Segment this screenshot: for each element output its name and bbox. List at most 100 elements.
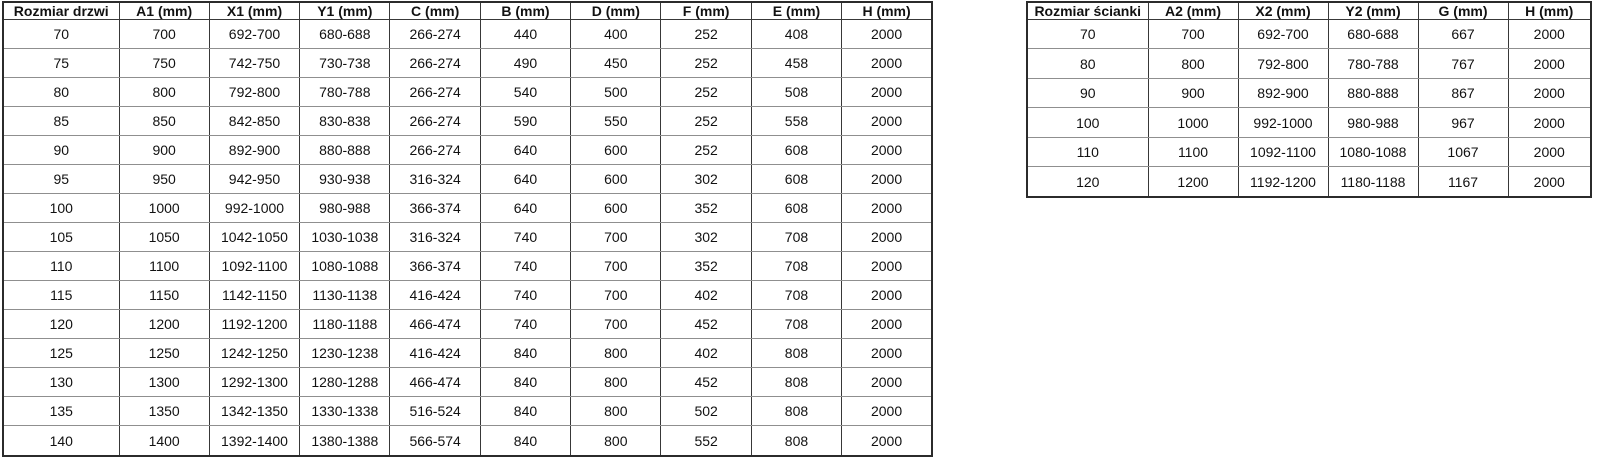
table-cell: 558 (750, 106, 843, 137)
table-cell: 1342-1350 (208, 396, 301, 427)
table-cell: 1192-1200 (1237, 166, 1329, 198)
table-cell: 1392-1400 (208, 425, 301, 457)
column-header: X2 (mm) (1237, 1, 1329, 20)
table-cell: 366-374 (389, 193, 481, 224)
table-cell: 1167 (1417, 166, 1509, 198)
table-cell: 2000 (841, 18, 933, 50)
table-cell: 266-274 (389, 106, 481, 137)
table-cell: 252 (660, 48, 752, 79)
table-cell: 490 (479, 48, 572, 79)
table-cell: 1030-1038 (299, 222, 391, 253)
table-cell: 692-700 (208, 18, 301, 50)
table-cell: 110 (1026, 136, 1149, 168)
table-cell: 800 (570, 425, 662, 457)
table-cell: 980-988 (1327, 107, 1419, 138)
table-cell: 740 (479, 280, 572, 311)
table-row: 70 700 692-700 680-688 266-274 440 400 252 408 20… (2, 18, 933, 50)
table-cell: 808 (750, 396, 843, 427)
table-cell: 1150 (118, 280, 210, 311)
table-cell: 730-738 (299, 48, 391, 79)
table-cell: 416-424 (389, 338, 481, 369)
table-cell: 450 (570, 48, 662, 79)
table-row: 90 900 892-900 880-888 266-274 640 600 252 608 20… (2, 135, 933, 166)
table-cell: 2000 (1507, 18, 1592, 50)
table-cell: 708 (750, 222, 843, 253)
table-row: 100 1000 992-1000 980-988 366-374 640 600 352 60… (2, 193, 933, 224)
table-cell: 808 (750, 425, 843, 457)
table-cell: 740 (479, 251, 572, 282)
table-cell: 2000 (1507, 136, 1592, 168)
table-cell: 120 (2, 309, 120, 340)
table-cell: 892-900 (208, 135, 301, 166)
table-row: 90 900 892-900 880-888 867 2000 (1026, 77, 1592, 109)
table-row: 115 1150 1142-1150 1130-1138 416-424 740 700 40… (2, 280, 933, 311)
table-cell: 1242-1250 (208, 338, 301, 369)
table-cell: 115 (2, 280, 120, 311)
table-cell: 700 (1147, 18, 1239, 50)
table-row: 100 1000 992-1000 980-988 967 2000 (1026, 107, 1592, 138)
table-cell: 2000 (1507, 77, 1592, 109)
table-cell: 500 (570, 77, 662, 108)
table-cell: 110 (2, 251, 120, 282)
table-cell: 1330-1338 (299, 396, 391, 427)
table-cell: 750 (118, 48, 210, 79)
table-cell: 266-274 (389, 135, 481, 166)
table-cell: 466-474 (389, 367, 481, 398)
table-cell: 440 (479, 18, 572, 50)
table-cell: 742-750 (208, 48, 301, 79)
wall-dimensions-table: Rozmiar ścianki A2 (mm) X2 (mm) Y2 (mm) G (m… (1026, 1, 1592, 198)
table-cell: 942-950 (208, 164, 301, 195)
table-row: 75 750 742-750 730-738 266-274 490 450 252 458 20… (2, 48, 933, 79)
table-cell: 640 (479, 135, 572, 166)
table-cell: 75 (2, 48, 120, 79)
table-cell: 70 (1026, 18, 1149, 50)
table-cell: 1092-1100 (1237, 136, 1329, 168)
table-cell: 780-788 (1327, 48, 1419, 79)
table-cell: 1142-1150 (208, 280, 301, 311)
column-header: A1 (mm) (118, 1, 210, 20)
table-cell: 2000 (841, 367, 933, 398)
table-cell: 708 (750, 309, 843, 340)
table-cell: 540 (479, 77, 572, 108)
table-cell: 1050 (118, 222, 210, 253)
table-cell: 2000 (841, 338, 933, 369)
column-header: E (mm) (750, 1, 843, 20)
table-cell: 550 (570, 106, 662, 137)
table-cell: 2000 (1507, 48, 1592, 79)
column-header: Rozmiar drzwi (2, 1, 120, 20)
door-dimensions-table: Rozmiar drzwi A1 (mm) X1 (mm) Y1 (mm) C (mm)… (2, 1, 933, 457)
table-cell: 600 (570, 135, 662, 166)
table-cell: 302 (660, 164, 752, 195)
table-cell: 90 (1026, 77, 1149, 109)
table-cell: 850 (118, 106, 210, 137)
table-cell: 135 (2, 396, 120, 427)
table-cell: 2000 (841, 193, 933, 224)
column-header: Y2 (mm) (1327, 1, 1419, 20)
table-cell: 740 (479, 309, 572, 340)
table-cell: 2000 (841, 77, 933, 108)
table-cell: 800 (570, 367, 662, 398)
table-cell: 2000 (841, 309, 933, 340)
table-cell: 508 (750, 77, 843, 108)
table-cell: 708 (750, 251, 843, 282)
table-cell: 2000 (841, 251, 933, 282)
table-cell: 105 (2, 222, 120, 253)
table-cell: 2000 (841, 164, 933, 195)
table-cell: 400 (570, 18, 662, 50)
table-cell: 2000 (841, 135, 933, 166)
table-cell: 680-688 (1327, 18, 1419, 50)
table-cell: 80 (2, 77, 120, 108)
table-cell: 1292-1300 (208, 367, 301, 398)
table-cell: 502 (660, 396, 752, 427)
table-cell: 1300 (118, 367, 210, 398)
table-cell: 808 (750, 367, 843, 398)
table-cell: 930-938 (299, 164, 391, 195)
table-cell: 2000 (841, 280, 933, 311)
table-cell: 100 (2, 193, 120, 224)
table-cell: 600 (570, 193, 662, 224)
table-cell: 1092-1100 (208, 251, 301, 282)
table-cell: 120 (1026, 166, 1149, 198)
table-cell: 2000 (841, 106, 933, 137)
table-cell: 316-324 (389, 222, 481, 253)
column-header: B (mm) (479, 1, 572, 20)
